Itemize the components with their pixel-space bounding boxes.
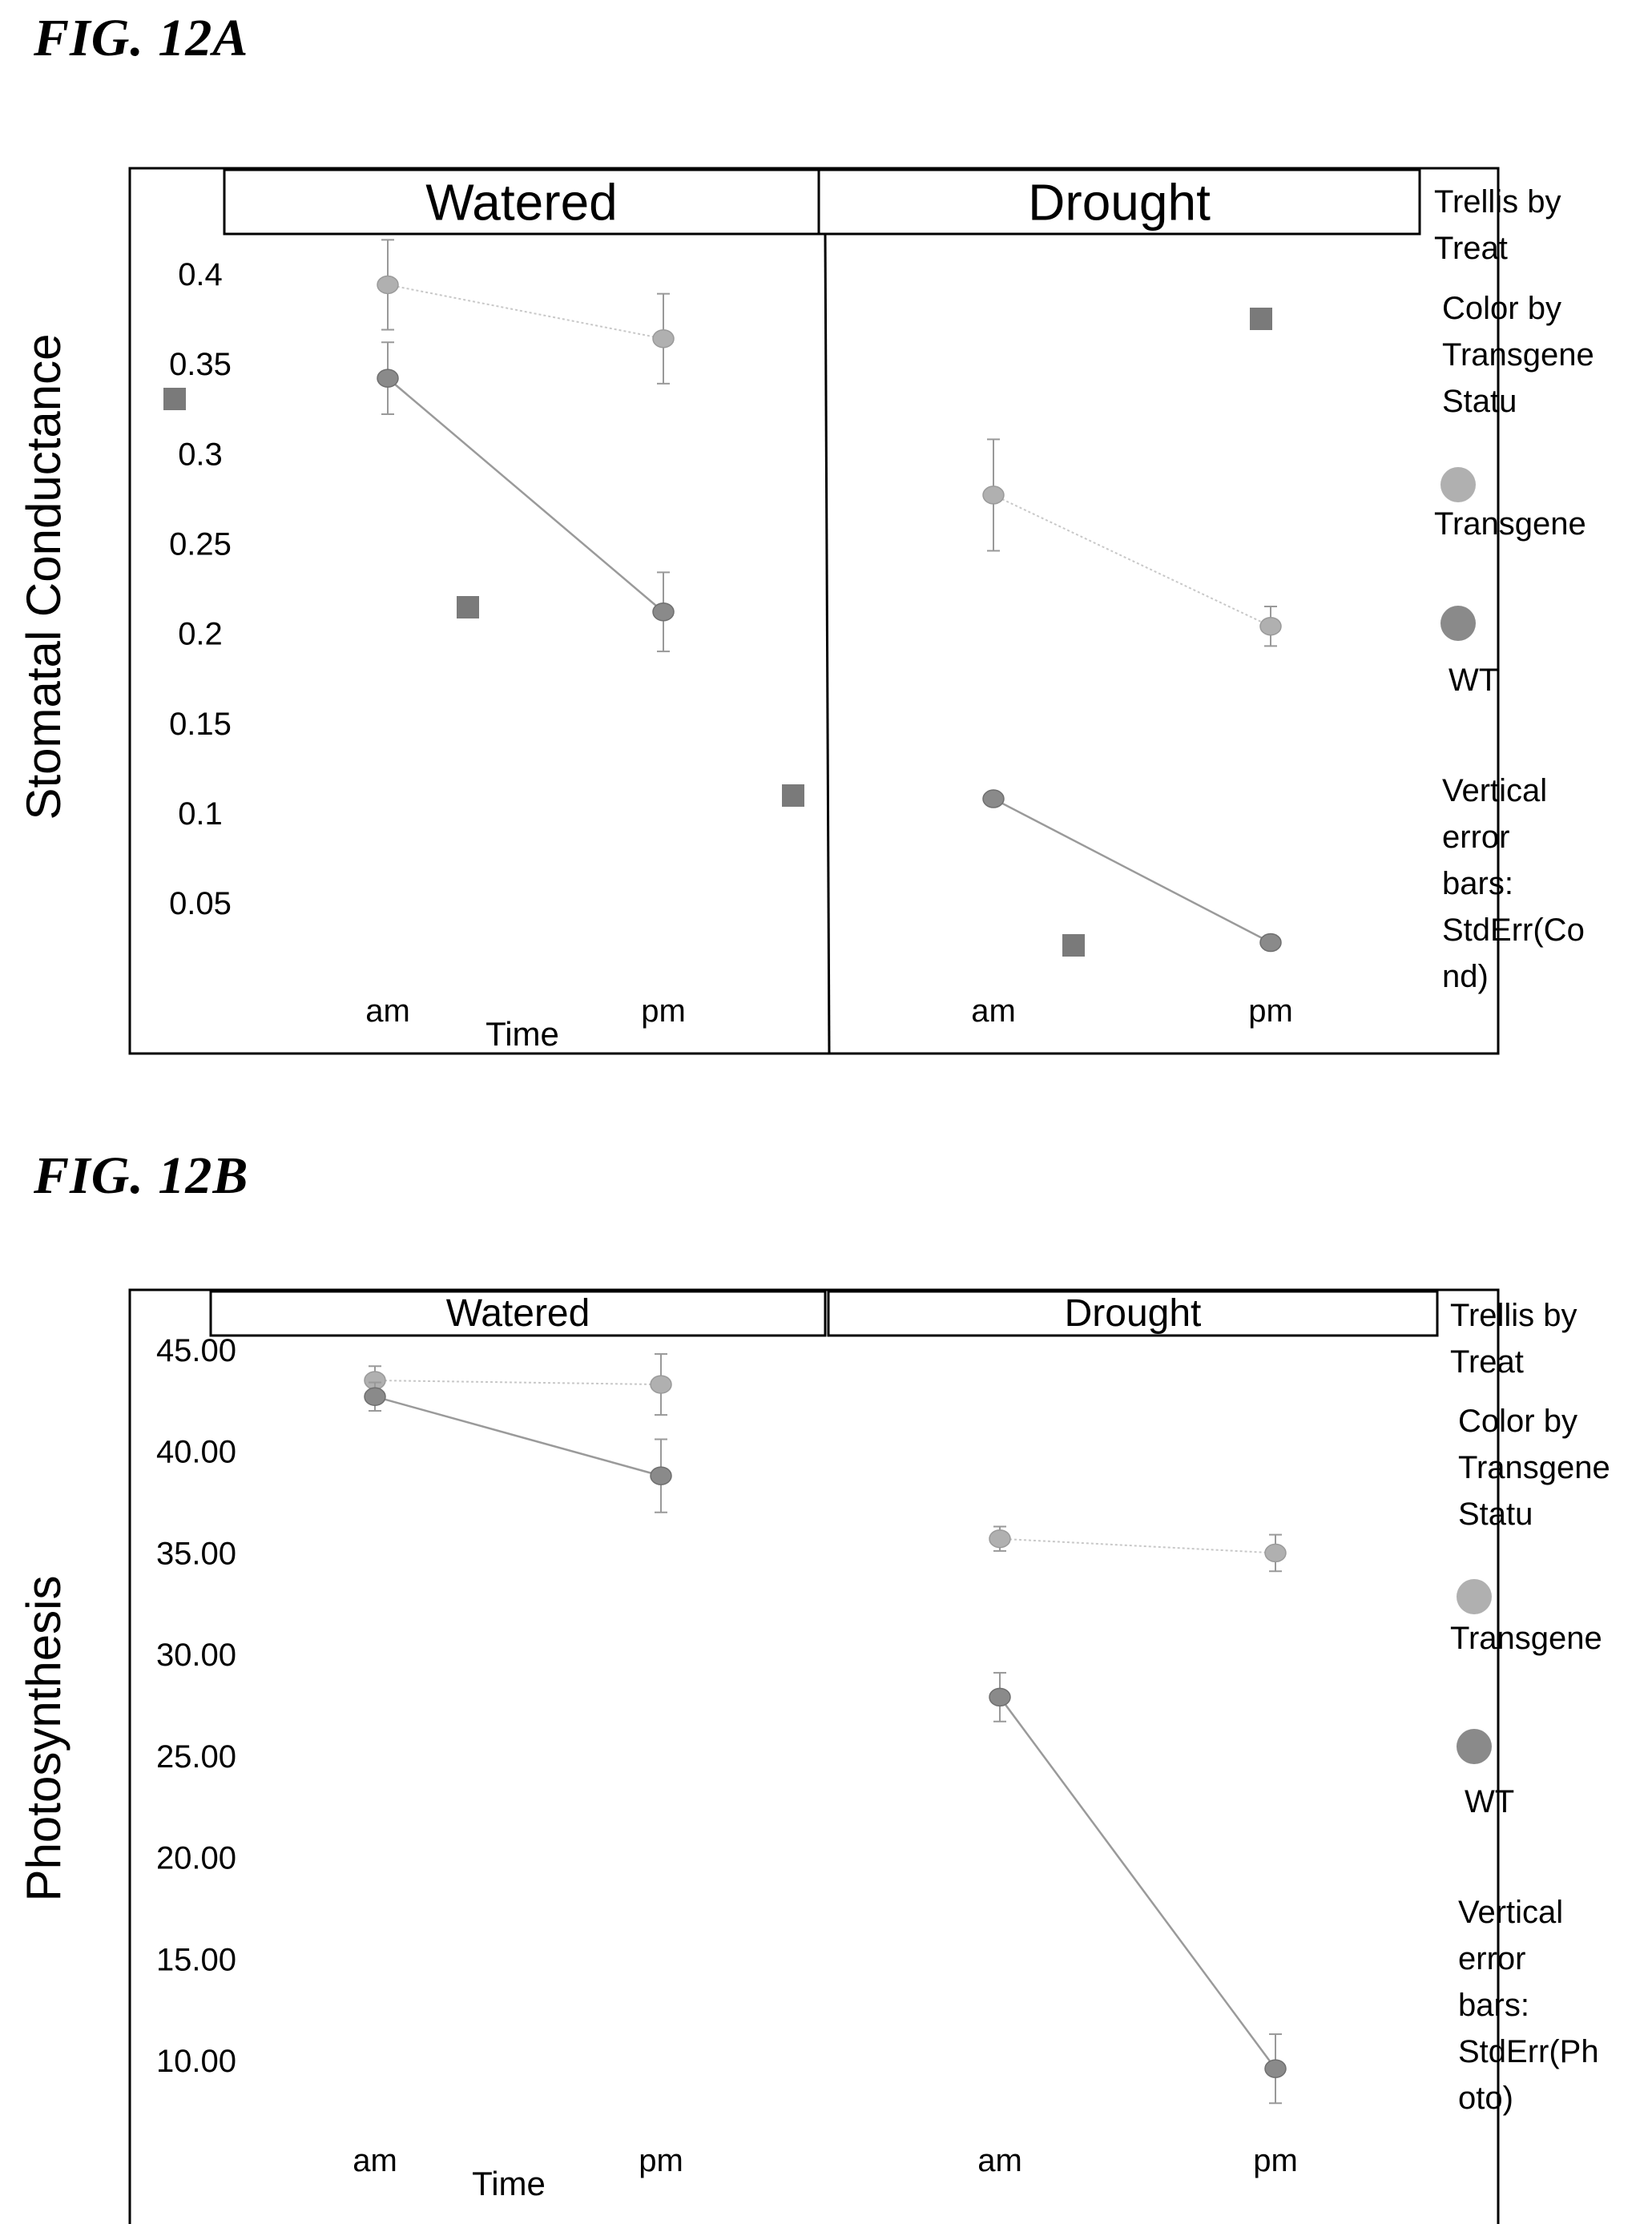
y-tick-label: 0.4 [178, 257, 223, 292]
panel-header-box [817, 168, 1421, 236]
data-point-transgene [652, 329, 675, 349]
y-tick-label: 0.3 [178, 437, 223, 472]
figure-12a-title: FIG. 12A [34, 9, 249, 67]
panel-divider [824, 233, 831, 1054]
y-tick-label: 0.35 [169, 347, 232, 382]
x-axis-label: Time [486, 1015, 559, 1053]
x-tick-label: pm [641, 993, 686, 1029]
y-tick-label: 0.15 [169, 707, 232, 742]
panel-header-drought: Drought [1028, 173, 1211, 231]
panel-header-box [223, 168, 820, 236]
data-point-transgene [650, 1375, 672, 1394]
square-marker [1250, 308, 1272, 330]
square-marker [163, 388, 186, 410]
legend-transgene-label: Transgene [1434, 506, 1586, 542]
series-line-transgene [374, 1380, 662, 1386]
data-point-transgene [989, 1529, 1011, 1549]
data-point-wt [377, 369, 399, 388]
legend-wt-label: WT [1449, 663, 1498, 698]
legend-color-by: Color by Transgene Statu [1442, 291, 1594, 419]
y-axis-label: Stomatal Conductance [17, 333, 71, 820]
y-tick-label: 10.00 [156, 2044, 236, 2079]
data-point-wt [989, 1687, 1011, 1707]
x-tick-label: am [353, 2143, 397, 2178]
series-line-wt [374, 1396, 662, 1477]
legend-color-by: Color by Transgene Statu [1458, 1404, 1610, 1532]
y-tick-label: 40.00 [156, 1435, 236, 1470]
y-tick-label: 0.2 [178, 617, 223, 652]
panel-header-watered: Watered [425, 173, 618, 231]
y-tick-label: 30.00 [156, 1638, 236, 1673]
plot-frame [128, 1288, 1500, 2224]
y-tick-label: 20.00 [156, 1841, 236, 1876]
x-tick-label: am [977, 2143, 1022, 2178]
data-point-wt [650, 1466, 672, 1485]
x-tick-label: am [971, 993, 1016, 1029]
legend-wt-label: WT [1465, 1784, 1514, 1819]
legend-trellis: Trellis by Treat [1450, 1298, 1577, 1380]
y-tick-label: 0.1 [178, 796, 223, 832]
y-tick-label: 0.05 [169, 886, 232, 921]
square-marker [782, 784, 804, 807]
square-marker [1062, 934, 1085, 957]
y-tick-label: 15.00 [156, 1942, 236, 1977]
data-point-transgene [1264, 1543, 1287, 1563]
x-tick-label: pm [1248, 993, 1293, 1029]
y-tick-label: 45.00 [156, 1333, 236, 1368]
data-point-wt [652, 602, 675, 622]
legend-wt-marker [1440, 606, 1476, 641]
series-line-transgene [993, 494, 1271, 627]
plot-frame [128, 167, 1500, 1055]
y-tick-label: 35.00 [156, 1536, 236, 1571]
data-point-transgene [377, 275, 399, 295]
panel-header-watered: Watered [446, 1292, 590, 1335]
y-axis-label: Photosynthesis [17, 1576, 71, 1902]
legend-transgene-marker [1440, 467, 1476, 502]
x-tick-label: am [365, 993, 410, 1029]
data-point-transgene [1259, 616, 1282, 636]
square-marker [457, 596, 479, 618]
data-point-wt [1264, 2059, 1287, 2078]
y-tick-label: 25.00 [156, 1739, 236, 1775]
data-point-wt [364, 1387, 386, 1407]
series-line-wt [387, 377, 664, 613]
legend-wt-marker [1457, 1729, 1492, 1764]
legend-error-bars: Vertical error bars: StdErr(Co nd) [1442, 773, 1585, 994]
series-line-transgene [387, 284, 664, 340]
x-tick-label: pm [1253, 2143, 1298, 2178]
legend-trellis: Trellis by Treat [1434, 184, 1561, 266]
data-point-transgene [982, 485, 1005, 505]
data-point-wt [1259, 933, 1282, 953]
x-axis-label: Time [472, 2165, 546, 2202]
data-point-wt [982, 789, 1005, 808]
x-tick-label: pm [639, 2143, 683, 2178]
panel-header-box [209, 1290, 827, 1337]
legend-error-bars: Vertical error bars: StdErr(Ph oto) [1458, 1895, 1599, 2116]
figure-12b-title: FIG. 12B [34, 1146, 249, 1205]
legend-transgene-label: Transgene [1450, 1621, 1602, 1656]
legend-transgene-marker [1457, 1579, 1492, 1614]
series-line-wt [998, 1696, 1277, 2069]
series-line-transgene [999, 1537, 1276, 1554]
panel-header-box [827, 1290, 1439, 1337]
panel-header-drought: Drought [1065, 1292, 1202, 1335]
y-tick-label: 0.25 [169, 527, 232, 562]
series-line-wt [993, 797, 1271, 944]
